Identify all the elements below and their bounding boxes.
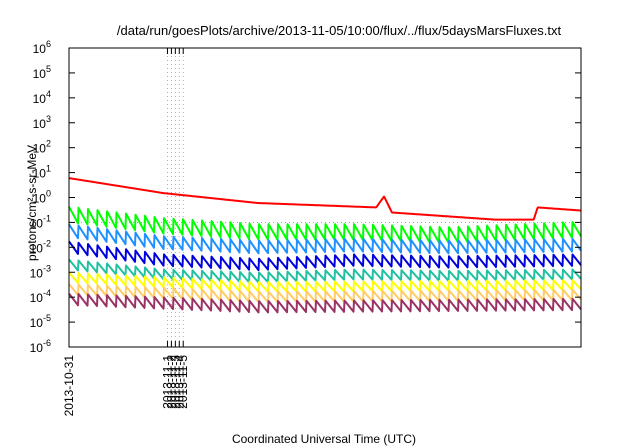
- y-axis-label: protons/cm²-s-sr-MeV: [25, 145, 39, 261]
- grid: [69, 48, 581, 347]
- series-line-3: [68, 223, 582, 255]
- y-tick-exponent: 0: [46, 189, 51, 199]
- y-tick-exponent: -5: [43, 313, 51, 323]
- y-tick-exponent: -2: [43, 238, 51, 248]
- series-line-4: [68, 240, 582, 272]
- series-line-1: [68, 177, 582, 221]
- x-tick-label: 2013-11-1: [160, 355, 174, 409]
- y-tick-exponent: -3: [43, 263, 51, 273]
- y-tick-exponent: 5: [46, 64, 51, 74]
- x-axis-label: Coordinated Universal Time (UTC): [232, 432, 416, 446]
- chart-title: /data/run/goesPlots/archive/2013-11-05/1…: [117, 23, 562, 38]
- x-tick-label: 2013-11-2: [164, 355, 178, 409]
- y-tick-exponent: -1: [43, 213, 51, 223]
- series-line-8: [68, 293, 582, 314]
- x-tick-label: 2013-11-4: [172, 355, 186, 409]
- x-tick-label: 2013-11-3: [168, 355, 182, 409]
- y-tick-exponent: 3: [46, 114, 51, 124]
- y-tick-exponent: 2: [46, 139, 51, 149]
- y-tick-exponent: 4: [46, 89, 51, 99]
- x-tick-label: 2013-11-5: [176, 355, 190, 409]
- y-tick-exponent: 6: [46, 39, 51, 49]
- x-tick-label: 2013-10-31: [62, 355, 76, 417]
- y-tick-exponent: -4: [43, 288, 51, 298]
- series-line-5: [68, 258, 582, 284]
- y-tick-exponent: -6: [43, 338, 51, 348]
- y-tick-exponent: 1: [46, 164, 51, 174]
- series-group: [68, 177, 582, 314]
